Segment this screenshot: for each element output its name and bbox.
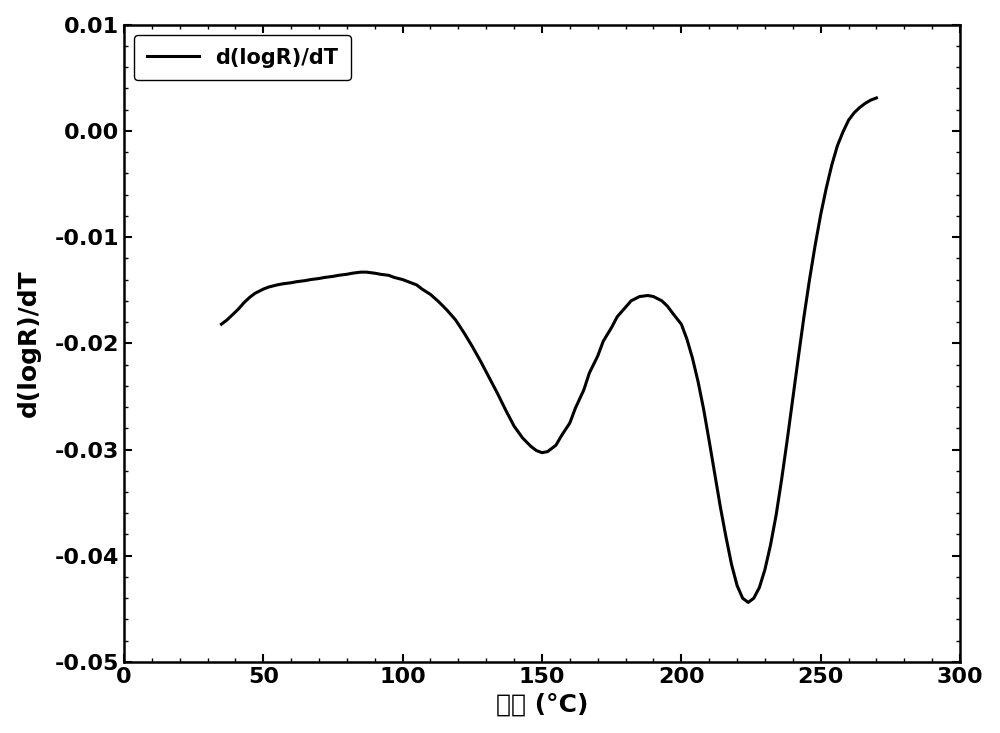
- Y-axis label: d(logR)/dT: d(logR)/dT: [17, 270, 41, 417]
- d(logR)/dT: [383, 271, 395, 280]
- d(logR)/dT: [731, 581, 743, 590]
- d(logR)/dT: [215, 320, 227, 328]
- d(logR)/dT: [870, 94, 882, 103]
- d(logR)/dT: [642, 291, 654, 300]
- d(logR)/dT: [542, 447, 554, 456]
- d(logR)/dT: [703, 437, 715, 446]
- X-axis label: 温度 (°C): 温度 (°C): [496, 693, 588, 716]
- Line: d(logR)/dT: d(logR)/dT: [221, 98, 876, 603]
- d(logR)/dT: [742, 598, 754, 607]
- d(logR)/dT: [257, 284, 269, 293]
- Legend: d(logR)/dT: d(logR)/dT: [134, 35, 351, 80]
